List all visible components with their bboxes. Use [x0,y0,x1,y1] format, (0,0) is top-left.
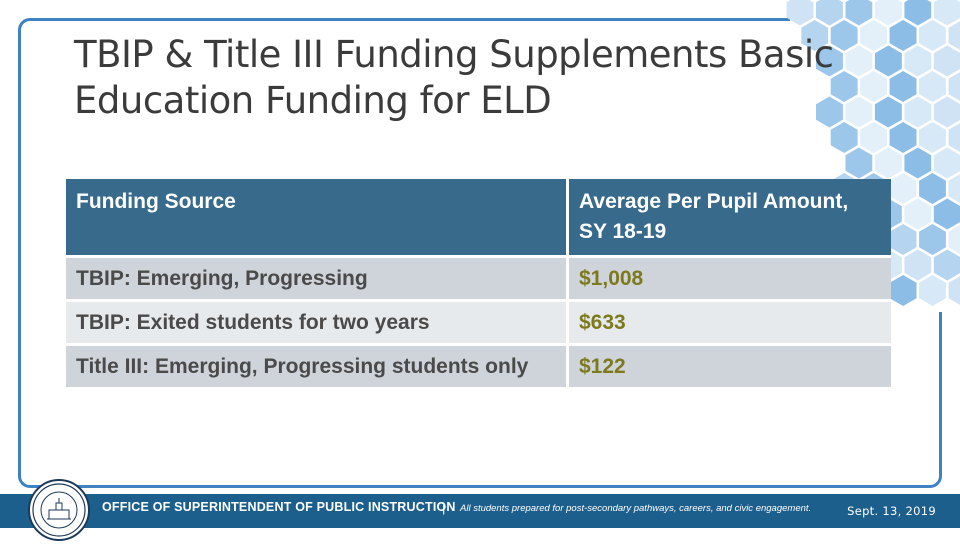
table-row: TBIP: Exited students for two years $633 [66,299,891,343]
footer-date: Sept. 13, 2019 [847,504,936,518]
table-row: TBIP: Emerging, Progressing $1,008 [66,255,891,299]
funding-source-cell: TBIP: Emerging, Progressing [66,255,569,299]
funding-source-cell: Title III: Emerging, Progressing student… [66,343,569,387]
hexagon-shape [949,224,960,255]
amount-cell: $122 [569,343,891,387]
hexagon-shape [949,122,960,153]
agency-name: OFFICE OF SUPERINTENDENT OF PUBLIC INSTR… [102,500,456,514]
footer-tagline: All students prepared for post-secondary… [460,503,811,514]
hexagon-shape [949,173,960,204]
hexagon-shape [949,275,960,306]
table-header-row: Funding Source Average Per Pupil Amount,… [66,179,891,255]
amount-cell: $1,008 [569,255,891,299]
ospi-seal-icon [28,479,90,541]
footer-separator: | [442,500,445,515]
column-header-average-amount: Average Per Pupil Amount, SY 18-19 [569,179,891,255]
table-row: Title III: Emerging, Progressing student… [66,343,891,387]
hexagon-shape [949,20,960,51]
amount-cell: $633 [569,299,891,343]
slide-title: TBIP & Title III Funding Supplements Bas… [74,32,854,124]
funding-source-cell: TBIP: Exited students for two years [66,299,569,343]
funding-table: Funding Source Average Per Pupil Amount,… [66,179,891,387]
column-header-funding-source: Funding Source [66,179,569,255]
footer-stripe [0,528,960,540]
hexagon-shape [949,71,960,102]
